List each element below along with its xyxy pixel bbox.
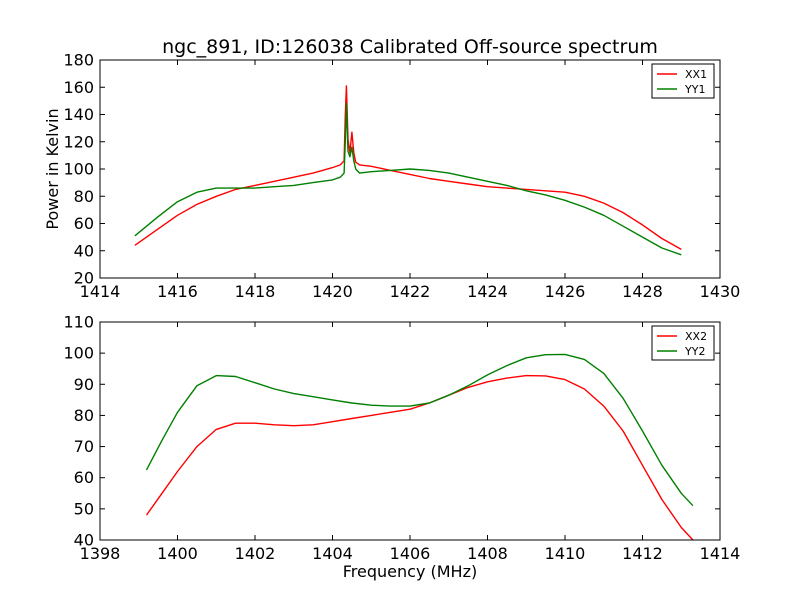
series-line-xx1 [134, 85, 682, 251]
x-tick-label: 1414 [700, 544, 741, 563]
chart-panel-2: 1398 1400 1402 1404 1406 1408 1410 1412 1414 40 50… [63, 313, 740, 582]
x-tick-label: 1400 [157, 544, 198, 563]
y-tick-label: 70 [74, 437, 94, 456]
y-tick-label: 90 [74, 375, 94, 394]
legend-label-xx2: XX2 [685, 330, 707, 343]
x-tick-label: 1414 [80, 282, 121, 301]
series-group-1 [134, 85, 682, 256]
series-line-yy1 [134, 102, 682, 256]
x-tick-label: 1420 [312, 282, 353, 301]
y-tick-label: 140 [63, 105, 94, 124]
x-tick-label: 1406 [390, 544, 431, 563]
y-tick-label: 180 [63, 51, 94, 70]
legend-box [651, 325, 715, 361]
y-tick-label: 60 [74, 214, 94, 233]
x-tick-label: 1404 [312, 544, 353, 563]
x-tick-label: 1402 [235, 544, 276, 563]
y-tick-label: 80 [74, 406, 94, 425]
series-line-xx2 [145, 374, 694, 540]
x-tick-label: 1398 [80, 544, 121, 563]
y-tick-label: 50 [74, 499, 94, 518]
x-tick-label: 1416 [157, 282, 198, 301]
x-tick-label: 1408 [467, 544, 508, 563]
y-tick-label: 40 [74, 531, 94, 550]
y-tick-label: 160 [63, 78, 94, 97]
y-tick-label: 60 [74, 468, 94, 487]
y-axis-label: Power in Kelvin [43, 108, 62, 229]
y-tick-label: 80 [74, 187, 94, 206]
legend-box [651, 63, 715, 99]
x-axis-label: Frequency (MHz) [343, 562, 477, 581]
legend-label-xx1: XX1 [685, 68, 707, 81]
x-tick-label: 1430 [700, 282, 741, 301]
legend-label-yy1: YY1 [684, 83, 705, 96]
y-tick-label: 40 [74, 241, 94, 260]
chart-title: ngc_891, ID:126038 Calibrated Off-source… [162, 36, 658, 58]
series-line-yy2 [145, 353, 694, 507]
x-tick-label: 1426 [545, 282, 586, 301]
x-tick-label: 1424 [467, 282, 508, 301]
x-tick-label: 1410 [545, 544, 586, 563]
series-group-2 [145, 353, 694, 540]
legend-label-yy2: YY2 [684, 345, 705, 358]
y-tick-label: 100 [63, 344, 94, 363]
y-tick-label: 20 [74, 269, 94, 288]
x-tick-label: 1428 [622, 282, 663, 301]
y-tick-label: 110 [63, 313, 94, 332]
x-tick-label: 1412 [622, 544, 663, 563]
chart-panel-1: 1414 1416 1418 1420 1422 1424 1426 1428 1430 20 40… [43, 51, 740, 302]
x-tick-label: 1422 [390, 282, 431, 301]
y-tick-label: 120 [63, 132, 94, 151]
y-tick-label: 100 [63, 160, 94, 179]
x-tick-label: 1418 [235, 282, 276, 301]
